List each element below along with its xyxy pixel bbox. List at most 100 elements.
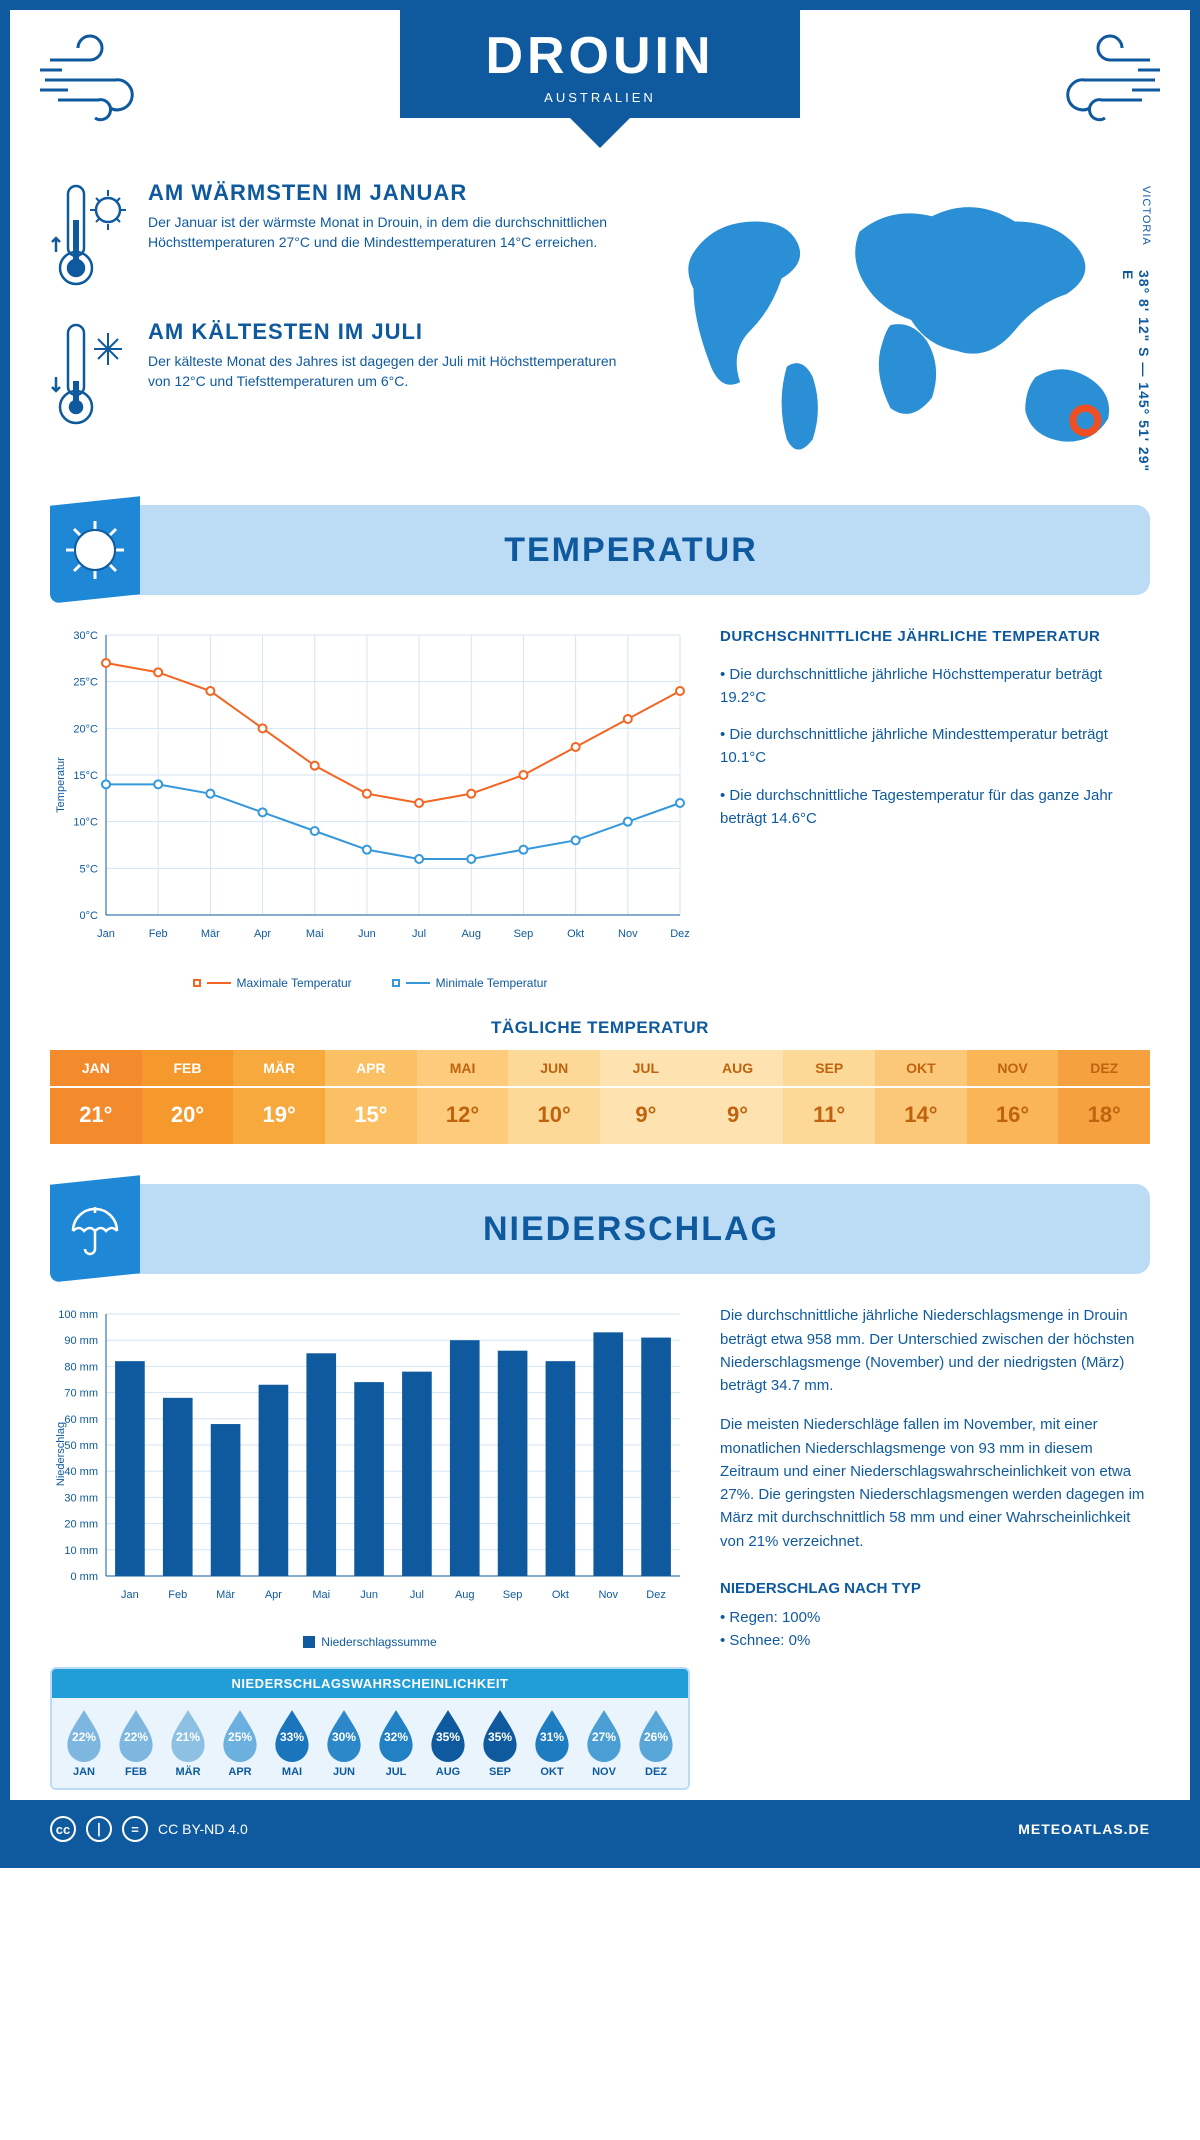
probability-box: NIEDERSCHLAGSWAHRSCHEINLICHKEIT 22%JAN22…: [50, 1667, 690, 1790]
daily-col: APR 15°: [325, 1050, 417, 1144]
temp-info-b1: • Die durchschnittliche jährliche Höchst…: [720, 663, 1150, 710]
precipitation-bar-chart: 0 mm10 mm20 mm30 mm40 mm50 mm60 mm70 mm8…: [50, 1304, 690, 1624]
nd-icon: =: [122, 1816, 148, 1842]
region-label: VICTORIA: [1140, 186, 1152, 246]
precip-info-text: Die durchschnittliche jährliche Niedersc…: [720, 1304, 1150, 1790]
svg-text:70 mm: 70 mm: [64, 1388, 98, 1400]
wind-decoration-right: [1020, 30, 1160, 130]
prob-cell: 30%JUN: [318, 1708, 370, 1778]
svg-text:10 mm: 10 mm: [64, 1545, 98, 1557]
svg-text:Sep: Sep: [503, 1589, 523, 1601]
precip-type-snow: • Schnee: 0%: [720, 1629, 1150, 1652]
svg-text:Nov: Nov: [618, 928, 638, 940]
svg-text:Okt: Okt: [567, 928, 584, 940]
svg-text:40 mm: 40 mm: [64, 1466, 98, 1478]
svg-text:Feb: Feb: [149, 928, 168, 940]
header: DROUIN AUSTRALIEN: [10, 10, 1190, 160]
svg-text:50 mm: 50 mm: [64, 1440, 98, 1452]
coldest-fact: AM KÄLTESTEN IM JULI Der kälteste Monat …: [50, 319, 622, 434]
daily-col: AUG 9°: [692, 1050, 784, 1144]
svg-text:Apr: Apr: [254, 928, 271, 940]
svg-text:Nov: Nov: [598, 1589, 618, 1601]
license-text: CC BY-ND 4.0: [158, 1821, 248, 1837]
svg-text:80 mm: 80 mm: [64, 1362, 98, 1374]
city-name: DROUIN: [370, 26, 830, 86]
temp-info-b2: • Die durchschnittliche jährliche Mindes…: [720, 723, 1150, 770]
prob-cell: 35%SEP: [474, 1708, 526, 1778]
prob-cell: 21%MÄR: [162, 1708, 214, 1778]
section-header-niederschlag: NIEDERSCHLAG: [50, 1184, 1150, 1274]
section-title-niederschlag: NIEDERSCHLAG: [483, 1210, 779, 1249]
prob-cell: 26%DEZ: [630, 1708, 682, 1778]
footer: cc ❘ = CC BY-ND 4.0 METEOATLAS.DE: [10, 1800, 1190, 1858]
daily-col: OKT 14°: [875, 1050, 967, 1144]
svg-text:60 mm: 60 mm: [64, 1414, 98, 1426]
precip-p1: Die durchschnittliche jährliche Niedersc…: [720, 1304, 1150, 1397]
world-map: VICTORIA 38° 8' 12" S — 145° 51' 29" E: [652, 180, 1150, 475]
warmest-fact: AM WÄRMSTEN IM JANUAR Der Januar ist der…: [50, 180, 622, 295]
temp-chart-legend: Maximale Temperatur Minimale Temperatur: [50, 976, 690, 990]
svg-text:Mär: Mär: [201, 928, 220, 940]
svg-text:20°C: 20°C: [73, 724, 98, 736]
daily-col: JAN 21°: [50, 1050, 142, 1144]
svg-text:25°C: 25°C: [73, 677, 98, 689]
temperature-line-chart: 0°C5°C10°C15°C20°C25°C30°CJanFebMärAprMa…: [50, 625, 690, 965]
svg-text:Jun: Jun: [358, 928, 376, 940]
site-credit: METEOATLAS.DE: [1018, 1821, 1150, 1837]
daily-col: JUN 10°: [508, 1050, 600, 1144]
svg-text:Apr: Apr: [265, 1589, 282, 1601]
daily-title: TÄGLICHE TEMPERATUR: [10, 1018, 1190, 1038]
svg-text:Aug: Aug: [455, 1589, 475, 1601]
probability-title: NIEDERSCHLAGSWAHRSCHEINLICHKEIT: [52, 1669, 688, 1698]
prob-cell: 22%FEB: [110, 1708, 162, 1778]
svg-text:5°C: 5°C: [80, 864, 99, 876]
svg-text:Dez: Dez: [646, 1589, 666, 1601]
svg-text:Mai: Mai: [312, 1589, 330, 1601]
precip-type-rain: • Regen: 100%: [720, 1606, 1150, 1629]
svg-text:Jan: Jan: [121, 1589, 139, 1601]
svg-text:Feb: Feb: [168, 1589, 187, 1601]
svg-text:Mär: Mär: [216, 1589, 235, 1601]
precip-p2: Die meisten Niederschläge fallen im Nove…: [720, 1413, 1150, 1553]
svg-text:Jan: Jan: [97, 928, 115, 940]
coords-label: 38° 8' 12" S — 145° 51' 29" E: [1120, 270, 1152, 475]
coldest-text: Der kälteste Monat des Jahres ist dagege…: [148, 351, 622, 392]
temp-info-title: DURCHSCHNITTLICHE JÄHRLICHE TEMPERATUR: [720, 625, 1150, 648]
svg-text:20 mm: 20 mm: [64, 1519, 98, 1531]
daily-col: FEB 20°: [142, 1050, 234, 1144]
svg-text:Sep: Sep: [514, 928, 534, 940]
daily-col: JUL 9°: [600, 1050, 692, 1144]
svg-text:10°C: 10°C: [73, 817, 98, 829]
svg-text:Mai: Mai: [306, 928, 324, 940]
thermometer-cold-icon: [50, 319, 130, 434]
svg-text:90 mm: 90 mm: [64, 1335, 98, 1347]
thermometer-hot-icon: [50, 180, 130, 295]
warmest-text: Der Januar ist der wärmste Monat in Drou…: [148, 212, 622, 253]
daily-col: DEZ 18°: [1058, 1050, 1150, 1144]
prob-cell: 27%NOV: [578, 1708, 630, 1778]
section-title-temperatur: TEMPERATUR: [504, 531, 758, 570]
svg-text:15°C: 15°C: [73, 770, 98, 782]
svg-text:Aug: Aug: [461, 928, 481, 940]
svg-text:Okt: Okt: [552, 1589, 569, 1601]
daily-col: NOV 16°: [967, 1050, 1059, 1144]
svg-text:Dez: Dez: [670, 928, 690, 940]
sun-icon: [50, 501, 140, 599]
svg-text:Temperatur: Temperatur: [55, 757, 67, 813]
prob-cell: 32%JUL: [370, 1708, 422, 1778]
daily-col: MÄR 19°: [233, 1050, 325, 1144]
wind-decoration-left: [40, 30, 180, 130]
svg-text:Niederschlag: Niederschlag: [55, 1422, 67, 1486]
by-icon: ❘: [86, 1816, 112, 1842]
svg-text:Jul: Jul: [412, 928, 426, 940]
svg-text:Jun: Jun: [360, 1589, 378, 1601]
coldest-title: AM KÄLTESTEN IM JULI: [148, 319, 622, 345]
prob-cell: 22%JAN: [58, 1708, 110, 1778]
umbrella-icon: [50, 1180, 140, 1278]
prob-cell: 25%APR: [214, 1708, 266, 1778]
svg-text:100 mm: 100 mm: [58, 1309, 98, 1321]
temp-info-text: DURCHSCHNITTLICHE JÄHRLICHE TEMPERATUR •…: [720, 625, 1150, 990]
svg-text:0 mm: 0 mm: [71, 1571, 99, 1583]
svg-text:Jul: Jul: [410, 1589, 424, 1601]
svg-text:30°C: 30°C: [73, 630, 98, 642]
